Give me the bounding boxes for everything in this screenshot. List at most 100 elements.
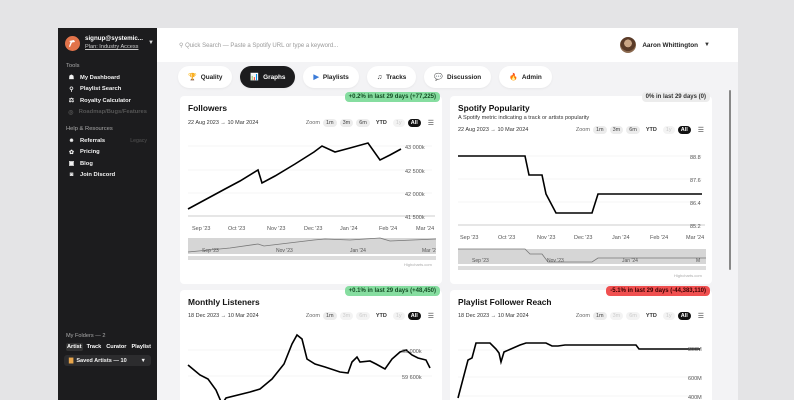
- tab-graphs[interactable]: 📊 Graphs: [240, 66, 296, 88]
- navigator[interactable]: [188, 238, 436, 254]
- zoom-all-button[interactable]: All: [407, 312, 421, 320]
- hamburger-menu-icon[interactable]: ☰: [427, 313, 434, 320]
- card-subtitle: A Spotify metric indicating a track or a…: [458, 115, 590, 121]
- sidebar-item-pricing[interactable]: ✿ Pricing: [58, 147, 157, 159]
- navigator[interactable]: [458, 249, 706, 264]
- zoom-1y-button[interactable]: 1y: [392, 312, 405, 320]
- zoom-1y-button[interactable]: 1y: [392, 119, 405, 127]
- sidebar-item-label: Royalty Calculator: [80, 97, 131, 104]
- zoom-label: Zoom: [575, 127, 590, 133]
- tab-quality[interactable]: 🏆 Quality: [178, 66, 233, 88]
- zoom-1y-button[interactable]: 1y: [662, 126, 675, 134]
- date-range[interactable]: 18 Dec 2023 → 10 Mar 2024: [188, 313, 259, 319]
- zoom-label: Zoom: [575, 313, 590, 319]
- sidebar-item-roadmap[interactable]: ◎ Roadmap/Bugs/Features: [58, 107, 157, 119]
- zoom-ytd-button[interactable]: YTD: [375, 313, 387, 319]
- sidebar-item-discord[interactable]: ◙ Join Discord: [58, 170, 157, 182]
- zoom-3m-button[interactable]: 3m: [609, 126, 624, 134]
- navigator-scrollbar[interactable]: [188, 256, 436, 260]
- zoom-1m-button[interactable]: 1m: [592, 312, 607, 320]
- svg-text:Dec '23: Dec '23: [304, 226, 322, 232]
- music-note-icon: ♫: [376, 73, 383, 81]
- zoom-ytd-button[interactable]: YTD: [645, 313, 657, 319]
- zoom-3m-button[interactable]: 3m: [339, 312, 354, 320]
- user-name: Aaron Whittington: [642, 41, 699, 49]
- chevron-down-icon[interactable]: ▼: [147, 40, 154, 46]
- quick-search-input[interactable]: ⚲ Quick Search — Paste a Spotify URL or …: [179, 42, 620, 49]
- svg-text:Nov '23: Nov '23: [547, 258, 564, 264]
- tab-playlists[interactable]: ▶ Playlists: [303, 66, 359, 88]
- sidebar-item-royalty-calculator[interactable]: ⚖ Royalty Calculator: [58, 95, 157, 107]
- svg-text:Nov '23: Nov '23: [537, 235, 555, 241]
- tab-admin[interactable]: 🔥 Admin: [499, 66, 552, 88]
- zoom-1m-button[interactable]: 1m: [592, 126, 607, 134]
- zoom-1m-button[interactable]: 1m: [322, 312, 337, 320]
- svg-text:Sep '23: Sep '23: [192, 226, 210, 232]
- sidebar-item-label: Join Discord: [80, 172, 116, 179]
- account-menu[interactable]: signup@systemic... Plan: Industry Access…: [58, 28, 157, 57]
- svg-text:42 500k: 42 500k: [405, 169, 425, 175]
- playlist-reach-chart: 800M 600M 400M: [457, 342, 702, 400]
- zoom-all-button[interactable]: All: [677, 126, 691, 134]
- zoom-6m-button[interactable]: 6m: [356, 119, 370, 127]
- folder-tab-artist[interactable]: Artist: [66, 343, 83, 351]
- zoom-1y-button[interactable]: 1y: [662, 312, 675, 320]
- hamburger-menu-icon[interactable]: ☰: [697, 313, 704, 320]
- sidebar-item-blog[interactable]: ▣ Blog: [58, 158, 157, 170]
- account-email: signup@systemic...: [85, 35, 143, 42]
- svg-text:41 500k: 41 500k: [405, 215, 425, 221]
- sidebar-item-label: Pricing: [80, 149, 100, 156]
- sidebar-item-playlist-search[interactable]: ⚲ Playlist Search: [58, 84, 157, 96]
- zoom-all-button[interactable]: All: [407, 119, 421, 127]
- discord-icon: ◙: [69, 172, 74, 179]
- tab-label: Tracks: [386, 73, 407, 81]
- date-range[interactable]: 18 Dec 2023 → 10 Mar 2024: [458, 313, 529, 319]
- svg-text:Feb '24: Feb '24: [650, 235, 668, 241]
- zoom-6m-button[interactable]: 6m: [356, 312, 370, 320]
- tab-label: Quality: [200, 73, 223, 81]
- folder-tabs: Artist Track Curator Playlist: [58, 343, 157, 351]
- date-range[interactable]: 22 Aug 2023 → 10 Mar 2024: [188, 120, 259, 126]
- change-badge: 0% in last 29 days (0): [641, 92, 710, 102]
- svg-text:400M: 400M: [688, 395, 702, 400]
- date-range[interactable]: 22 Aug 2023 → 10 Mar 2024: [458, 127, 529, 133]
- navigator-scrollbar[interactable]: [458, 266, 706, 270]
- svg-text:800M: 800M: [688, 347, 702, 353]
- zoom-ytd-button[interactable]: YTD: [645, 127, 657, 133]
- folders-section: My Folders — 2 Artist Track Curator Play…: [58, 333, 157, 366]
- zoom-1m-button[interactable]: 1m: [322, 119, 337, 127]
- folder-tab-track[interactable]: Track: [86, 344, 102, 350]
- card-title: Playlist Follower Reach: [458, 297, 552, 307]
- popularity-card: 0% in last 29 days (0) Spotify Popularit…: [450, 92, 712, 284]
- svg-text:87.6: 87.6: [690, 178, 701, 184]
- svg-text:Sep '23: Sep '23: [202, 248, 219, 254]
- folder-select[interactable]: ▇ Saved Artists — 10 ▼: [64, 355, 151, 366]
- svg-text:M: M: [696, 258, 700, 264]
- folder-tab-playlist[interactable]: Playlist: [131, 344, 152, 350]
- tab-discussion[interactable]: 💬 Discussion: [424, 66, 492, 88]
- tab-tracks[interactable]: ♫ Tracks: [366, 66, 417, 88]
- zoom-6m-button[interactable]: 6m: [626, 126, 640, 134]
- folder-tab-curator[interactable]: Curator: [106, 344, 127, 350]
- sidebar-item-dashboard[interactable]: ☗ My Dashboard: [58, 72, 157, 84]
- svg-text:Nov '23: Nov '23: [267, 226, 285, 232]
- page-scrollbar[interactable]: [729, 90, 731, 270]
- svg-text:Sep '23: Sep '23: [460, 235, 478, 241]
- hamburger-menu-icon[interactable]: ☰: [427, 120, 434, 127]
- zoom-3m-button[interactable]: 3m: [339, 119, 354, 127]
- search-placeholder: Quick Search — Paste a Spotify URL or ty…: [185, 42, 339, 49]
- plan-link[interactable]: Plan: Industry Access: [85, 44, 139, 50]
- hamburger-menu-icon[interactable]: ☰: [697, 127, 704, 134]
- svg-text:Jan '24: Jan '24: [622, 258, 638, 264]
- pricing-icon: ✿: [68, 149, 75, 156]
- zoom-3m-button[interactable]: 3m: [609, 312, 624, 320]
- zoom-ytd-button[interactable]: YTD: [375, 120, 387, 126]
- zoom-all-button[interactable]: All: [677, 312, 691, 320]
- zoom-controls: Zoom 1m 3m 6m YTD 1y All ☰: [306, 119, 434, 127]
- svg-text:Jan '24: Jan '24: [350, 248, 366, 254]
- legacy-tag: Legacy: [130, 137, 147, 144]
- user-menu[interactable]: Aaron Whittington ▼: [620, 37, 710, 53]
- sidebar-item-referrals[interactable]: ☻ Referrals Legacy: [58, 135, 157, 147]
- card-title: Monthly Listeners: [188, 297, 260, 307]
- zoom-6m-button[interactable]: 6m: [626, 312, 640, 320]
